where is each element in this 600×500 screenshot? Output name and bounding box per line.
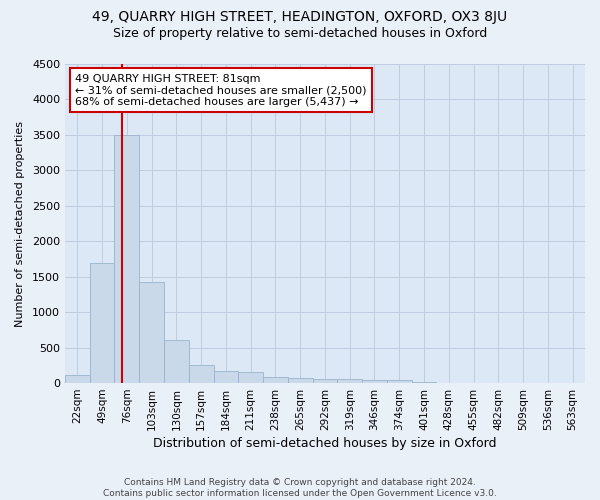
Bar [337, 379, 362, 383]
Text: Contains HM Land Registry data © Crown copyright and database right 2024.
Contai: Contains HM Land Registry data © Crown c… [103, 478, 497, 498]
Bar [263, 376, 288, 383]
Bar [313, 379, 337, 383]
Bar [387, 380, 412, 383]
Bar [164, 340, 189, 383]
Bar [238, 372, 263, 383]
Bar [189, 365, 214, 383]
X-axis label: Distribution of semi-detached houses by size in Oxford: Distribution of semi-detached houses by … [153, 437, 497, 450]
Y-axis label: Number of semi-detached properties: Number of semi-detached properties [15, 120, 25, 326]
Text: 49, QUARRY HIGH STREET, HEADINGTON, OXFORD, OX3 8JU: 49, QUARRY HIGH STREET, HEADINGTON, OXFO… [92, 10, 508, 24]
Text: Size of property relative to semi-detached houses in Oxford: Size of property relative to semi-detach… [113, 28, 487, 40]
Bar [65, 374, 89, 383]
Bar [412, 382, 436, 383]
Bar [139, 282, 164, 383]
Bar [89, 262, 115, 383]
Bar [214, 370, 238, 383]
Bar [362, 380, 387, 383]
Text: 49 QUARRY HIGH STREET: 81sqm
← 31% of semi-detached houses are smaller (2,500)
6: 49 QUARRY HIGH STREET: 81sqm ← 31% of se… [76, 74, 367, 107]
Bar [288, 378, 313, 383]
Bar [115, 135, 139, 383]
